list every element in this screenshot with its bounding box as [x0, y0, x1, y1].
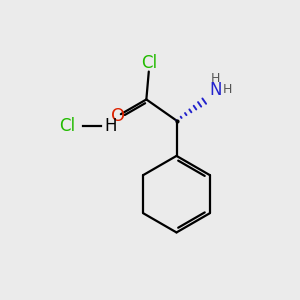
Text: H: H [223, 83, 232, 96]
Text: H: H [104, 117, 116, 135]
Text: N: N [209, 81, 222, 99]
Text: Cl: Cl [59, 117, 76, 135]
Text: Cl: Cl [141, 54, 158, 72]
Text: H: H [211, 72, 220, 85]
Text: O: O [111, 106, 126, 124]
